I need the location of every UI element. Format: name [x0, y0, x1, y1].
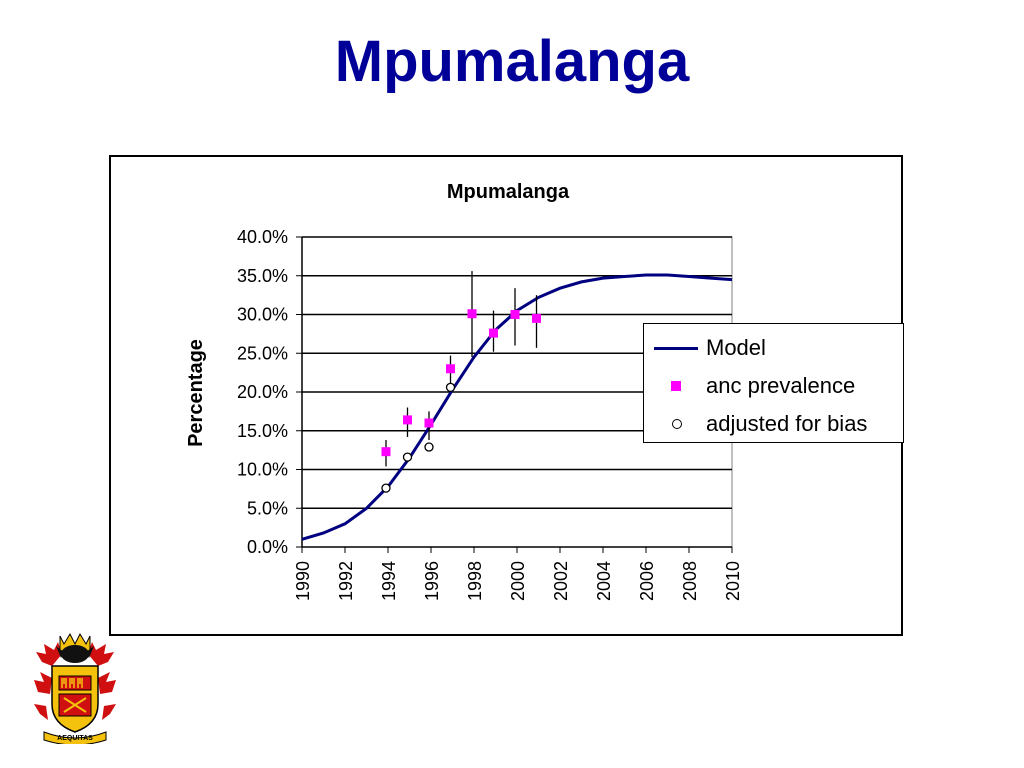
crest-crown-icon: [56, 632, 94, 663]
x-tick-label: 2002: [551, 561, 571, 601]
x-tick-label: 1992: [336, 561, 356, 601]
y-tick-label: 20.0%: [237, 382, 288, 402]
legend-item-anc: anc prevalence: [644, 368, 903, 404]
legend-swatch-square: [654, 376, 704, 396]
adjusted-bias-point: [424, 442, 434, 452]
y-tick-label: 0.0%: [247, 537, 288, 557]
crest-logo: AEQUITAS: [34, 632, 116, 744]
anc-prevalence-point: [532, 313, 541, 323]
y-tick-label: 40.0%: [237, 227, 288, 247]
crest-shield-icon: [51, 665, 99, 733]
x-tick-label: 2004: [594, 561, 614, 601]
anc-prevalence-point: [467, 309, 477, 319]
crest-leaves-icon: [34, 642, 116, 720]
slide-title: Mpumalanga: [334, 29, 690, 94]
legend-swatch-circle: [654, 414, 704, 434]
adjusted-bias-point: [381, 483, 391, 493]
y-tick-label: 10.0%: [237, 460, 288, 480]
crest-motto-scroll: AEQUITAS: [43, 731, 107, 744]
series-layer: [301, 271, 733, 541]
anc-prevalence-point: [403, 415, 412, 425]
anc-prevalence-point: [424, 418, 434, 428]
y-axis-label: Percentage: [185, 339, 207, 447]
y-tick-label: 15.0%: [237, 421, 288, 441]
legend-swatch-line: [654, 338, 704, 358]
x-tick-label: 2008: [680, 561, 700, 601]
x-tick-label: 1990: [293, 561, 313, 601]
adjusted-bias-point: [445, 382, 456, 393]
y-tick-label: 25.0%: [237, 343, 288, 363]
adjusted-bias-point: [402, 452, 413, 462]
y-tick-label: 30.0%: [237, 305, 288, 325]
x-tick-label: 1996: [422, 561, 442, 601]
x-tick-label: 2010: [723, 561, 743, 601]
crest-motto-text: AEQUITAS: [57, 735, 93, 742]
legend-label: adjusted for bias: [706, 411, 868, 436]
anc-prevalence-point: [381, 447, 391, 457]
x-tick-label: 1998: [465, 561, 485, 601]
anc-prevalence-point: [510, 310, 520, 319]
x-tick-label: 2006: [637, 561, 657, 601]
axis-layer: 0.0% 5.0% 10.0% 15.0% 20.0% 25.0% 30.0% 35.0% 40…: [237, 227, 743, 601]
x-tick-label: 1994: [379, 561, 399, 601]
anc-prevalence-point: [446, 364, 455, 374]
x-tick-label: 2000: [508, 561, 528, 601]
y-tick-label: 35.0%: [237, 266, 288, 286]
chart-title: Mpumalanga: [447, 181, 570, 203]
legend-item-adjusted: adjusted for bias: [644, 406, 903, 442]
anc-prevalence-point: [489, 328, 498, 338]
legend-label: Model: [706, 335, 766, 360]
legend: Model anc prevalence adjusted for bias: [643, 323, 904, 443]
y-tick-label: 5.0%: [247, 498, 288, 518]
legend-item-model: Model: [644, 330, 903, 366]
legend-label: anc prevalence: [706, 373, 856, 398]
